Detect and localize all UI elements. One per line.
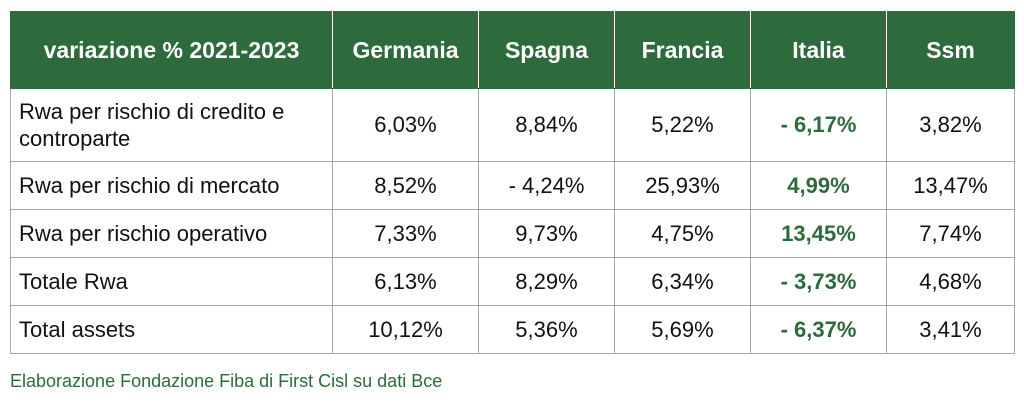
table-row: Rwa per rischio di credito e controparte… (10, 88, 1015, 162)
table-cell: 5,22% (614, 88, 751, 162)
table-cell-highlight: 13,45% (750, 209, 887, 258)
header-cell-francia: Francia (614, 11, 751, 89)
table-cell: 8,29% (478, 257, 615, 306)
header-cell-ssm: Ssm (886, 11, 1015, 89)
row-label: Totale Rwa (10, 257, 333, 306)
table-cell: 3,82% (886, 88, 1015, 162)
table-row: Rwa per rischio operativo 7,33% 9,73% 4,… (10, 209, 1015, 258)
table-cell: 8,52% (332, 161, 479, 210)
table-cell: 3,41% (886, 305, 1015, 354)
row-label: Total assets (10, 305, 333, 354)
header-cell-period: variazione % 2021-2023 (10, 11, 333, 89)
table-cell: 4,75% (614, 209, 751, 258)
table-row: Rwa per rischio di mercato 8,52% - 4,24%… (10, 161, 1015, 210)
header-row: variazione % 2021-2023 Germania Spagna F… (10, 11, 1015, 89)
table-row: Total assets 10,12% 5,36% 5,69% - 6,37% … (10, 305, 1015, 354)
data-table: variazione % 2021-2023 Germania Spagna F… (10, 11, 1015, 354)
table-cell-highlight: - 6,37% (750, 305, 887, 354)
table-cell: 7,33% (332, 209, 479, 258)
table-cell: 6,34% (614, 257, 751, 306)
table-cell: 9,73% (478, 209, 615, 258)
table-body: Rwa per rischio di credito e controparte… (10, 88, 1015, 354)
table-row: Totale Rwa 6,13% 8,29% 6,34% - 3,73% 4,6… (10, 257, 1015, 306)
table-header: variazione % 2021-2023 Germania Spagna F… (10, 11, 1015, 89)
header-cell-italia: Italia (750, 11, 887, 89)
source-caption: Elaborazione Fondazione Fiba di First Ci… (10, 371, 443, 391)
table-cell: 13,47% (886, 161, 1015, 210)
header-cell-spagna: Spagna (478, 11, 615, 89)
table-cell-highlight: - 6,17% (750, 88, 887, 162)
table-cell: 8,84% (478, 88, 615, 162)
header-cell-germania: Germania (332, 11, 479, 89)
row-label: Rwa per rischio di mercato (10, 161, 333, 210)
table-cell-highlight: 4,99% (750, 161, 887, 210)
table-cell: 5,36% (478, 305, 615, 354)
row-label: Rwa per rischio operativo (10, 209, 333, 258)
table-cell: 5,69% (614, 305, 751, 354)
row-label: Rwa per rischio di credito e controparte (10, 88, 333, 162)
table-cell: 6,03% (332, 88, 479, 162)
table-cell: - 4,24% (478, 161, 615, 210)
table-cell-highlight: - 3,73% (750, 257, 887, 306)
table-cell: 7,74% (886, 209, 1015, 258)
table-cell: 10,12% (332, 305, 479, 354)
table-cell: 25,93% (614, 161, 751, 210)
table-cell: 6,13% (332, 257, 479, 306)
table-cell: 4,68% (886, 257, 1015, 306)
